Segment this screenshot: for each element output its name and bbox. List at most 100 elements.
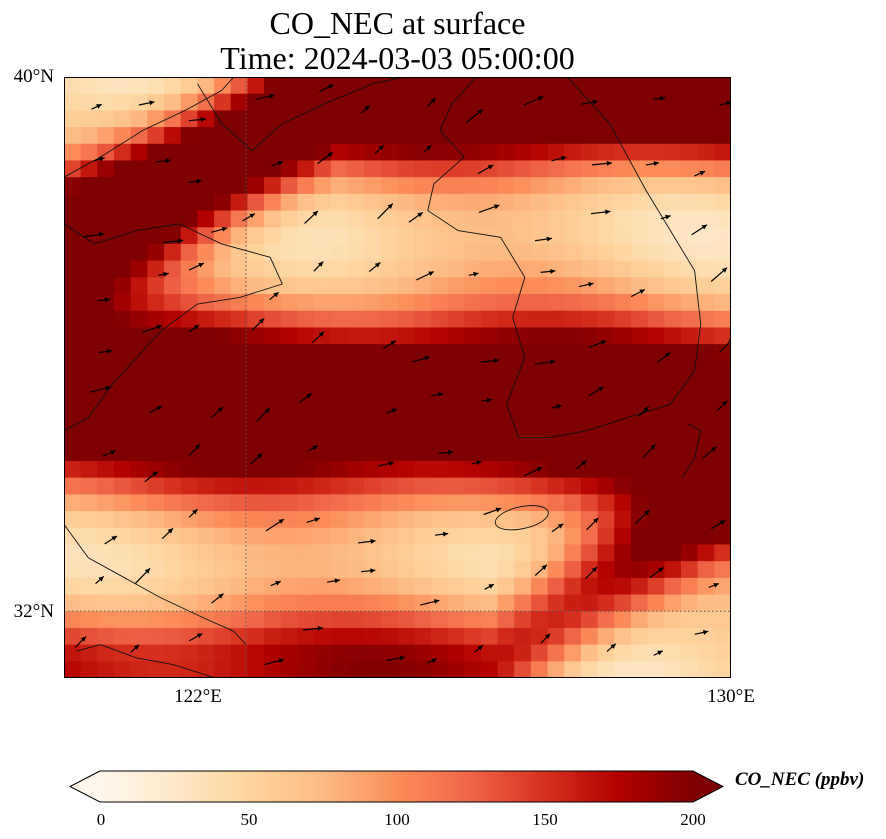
- heatmap-cell: [97, 93, 115, 111]
- heatmap-cell: [480, 511, 499, 529]
- coastline: [64, 223, 283, 432]
- heatmap-cell: [114, 310, 132, 329]
- heatmap-cell: [80, 444, 98, 462]
- heatmap-cell: [514, 227, 532, 245]
- heatmap-cell: [297, 410, 315, 429]
- heatmap-cell: [630, 427, 649, 445]
- heatmap-cell: [147, 260, 165, 278]
- heatmap-cell: [464, 477, 482, 495]
- heatmap-cell: [214, 210, 232, 228]
- wind-arrow-head: [545, 633, 551, 639]
- wind-arrow-head: [178, 238, 184, 244]
- heatmap-cell: [64, 177, 82, 195]
- heatmap-cell: [647, 193, 665, 212]
- heatmap-cell: [297, 93, 315, 111]
- heatmap-cell: [680, 127, 699, 145]
- heatmap-cell: [697, 544, 715, 562]
- heatmap-cell: [630, 594, 649, 612]
- heatmap-cell: [414, 294, 432, 312]
- heatmap-cell: [97, 127, 115, 145]
- heatmap-cell: [480, 243, 499, 262]
- heatmap-cell: [364, 143, 382, 162]
- heatmap-cell: [480, 544, 499, 562]
- heatmap-cell: [480, 277, 499, 295]
- heatmap-cell: [147, 561, 165, 579]
- heatmap-cell: [64, 477, 82, 495]
- heatmap-cell: [580, 143, 599, 162]
- wind-arrow-head: [606, 160, 612, 166]
- heatmap-cell: [714, 360, 731, 379]
- heatmap-cell: [314, 494, 332, 512]
- heatmap-cell: [547, 243, 565, 262]
- heatmap-cell: [630, 360, 649, 379]
- heatmap-cell: [297, 644, 315, 662]
- heatmap-cell: [364, 193, 382, 212]
- heatmap-cell: [664, 511, 682, 529]
- heatmap-cell: [380, 193, 399, 212]
- heatmap-cell: [130, 310, 148, 329]
- heatmap-cell: [514, 377, 532, 395]
- heatmap-cell: [197, 410, 215, 429]
- heatmap-cell: [64, 193, 82, 212]
- heatmap-cell: [164, 243, 182, 262]
- heatmap-cell: [614, 561, 632, 579]
- heatmap-cell: [364, 294, 382, 312]
- heatmap-cell: [97, 310, 115, 329]
- heatmap-cell: [397, 177, 415, 195]
- heatmap-cell: [447, 477, 465, 495]
- heatmap-cell: [130, 143, 148, 162]
- heatmap-cell: [347, 494, 365, 512]
- heatmap-cell: [647, 427, 665, 445]
- wind-arrow-head: [593, 517, 599, 524]
- heatmap-cell: [114, 527, 132, 546]
- wind-arrow-head: [581, 460, 587, 466]
- heatmap-cell: [347, 344, 365, 362]
- heatmap-cell: [80, 127, 98, 145]
- heatmap-cell: [247, 494, 265, 512]
- heatmap-cell: [197, 427, 215, 445]
- heatmap-cell: [630, 210, 649, 228]
- heatmap-cell: [464, 193, 482, 212]
- heatmap-cell: [614, 511, 632, 529]
- heatmap-cell: [697, 177, 715, 195]
- heatmap-cell: [230, 494, 249, 512]
- heatmap-cell: [114, 344, 132, 362]
- heatmap-cell: [564, 477, 582, 495]
- wind-arrow-head: [133, 644, 140, 650]
- heatmap-cell: [547, 444, 565, 462]
- heatmap-cell: [630, 243, 649, 262]
- heatmap-cell: [180, 377, 199, 395]
- heatmap-cell: [80, 377, 98, 395]
- heatmap-cell: [330, 661, 349, 678]
- heatmap-cell: [314, 544, 332, 562]
- heatmap-cell: [664, 644, 682, 662]
- heatmap-cell: [264, 460, 282, 479]
- heatmap-cell: [697, 460, 715, 479]
- heatmap-cell: [614, 227, 632, 245]
- heatmap-cell: [714, 344, 731, 362]
- heatmap-cell: [647, 344, 665, 362]
- heatmap-cell: [180, 394, 199, 412]
- heatmap-cell: [380, 294, 399, 312]
- heatmap-cell: [80, 611, 98, 629]
- heatmap-cell: [514, 77, 532, 95]
- heatmap-cell: [330, 344, 349, 362]
- heatmap-cell: [464, 511, 482, 529]
- heatmap-cell: [480, 143, 499, 162]
- heatmap-cell: [647, 611, 665, 629]
- heatmap-cell: [80, 661, 98, 678]
- heatmap-cell: [147, 477, 165, 495]
- heatmap-cell: [330, 310, 349, 329]
- heatmap-cell: [280, 227, 299, 245]
- heatmap-cell: [230, 143, 249, 162]
- wind-arrow-head: [258, 318, 265, 324]
- heatmap-cell: [180, 327, 199, 345]
- heatmap-cell: [380, 644, 399, 662]
- heatmap-cell: [464, 410, 482, 429]
- heatmap-cell: [397, 243, 415, 262]
- heatmap-cell: [564, 661, 582, 678]
- wind-arrow-head: [218, 593, 224, 599]
- heatmap-cell: [130, 444, 148, 462]
- chart-subtitle: Time: 2024-03-03 05:00:00: [220, 40, 575, 76]
- wind-arrow-head: [719, 520, 726, 525]
